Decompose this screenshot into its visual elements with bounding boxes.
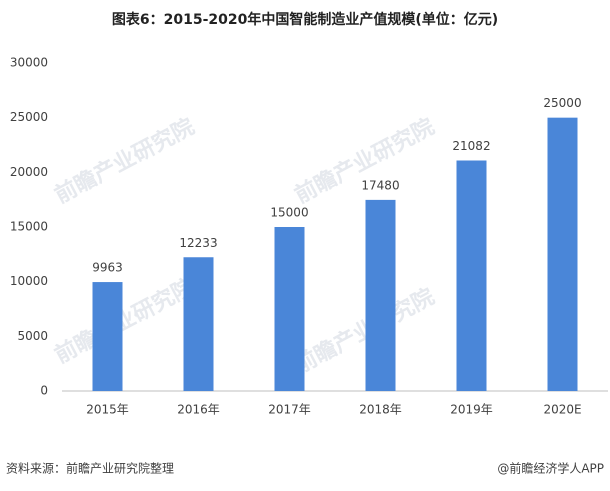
bar (547, 117, 578, 392)
y-tick-label: 15000 (10, 220, 48, 234)
credit: @前瞻经济学人APP (497, 461, 604, 476)
value-label: 12233 (179, 236, 217, 250)
y-tick-label: 5000 (17, 329, 48, 343)
bar (456, 160, 487, 391)
y-tick-label: 25000 (10, 110, 48, 124)
x-tick-label: 2016年 (177, 403, 220, 417)
bar (365, 199, 396, 391)
watermark: 前瞻产业研究院 (290, 114, 438, 209)
bar (183, 257, 214, 391)
y-tick-label: 10000 (10, 274, 48, 288)
watermark: 前瞻产业研究院 (290, 284, 438, 379)
x-tick-label: 2017年 (268, 403, 311, 417)
value-label: 9963 (92, 261, 123, 275)
watermark: 前瞻产业研究院 (50, 274, 198, 369)
x-tick-label: 2018年 (359, 403, 402, 417)
bar (274, 227, 305, 391)
x-tick-label: 2019年 (450, 403, 493, 417)
value-label: 15000 (270, 206, 308, 220)
bar (92, 282, 123, 391)
x-tick-label: 2015年 (86, 403, 129, 417)
value-label: 17480 (361, 178, 399, 192)
y-tick-label: 20000 (10, 165, 48, 179)
watermark: 前瞻产业研究院 (50, 114, 198, 209)
source: 资料来源：前瞻产业研究院整理 (6, 461, 174, 476)
chart-title: 图表6：2015-2020年中国智能制造业产值规模(单位：亿元) (112, 11, 498, 28)
value-label: 25000 (543, 96, 581, 110)
x-tick-label: 2020E (543, 403, 581, 417)
y-tick-label: 30000 (10, 56, 48, 70)
value-label: 21082 (452, 139, 490, 153)
y-tick-label: 0 (40, 384, 48, 398)
